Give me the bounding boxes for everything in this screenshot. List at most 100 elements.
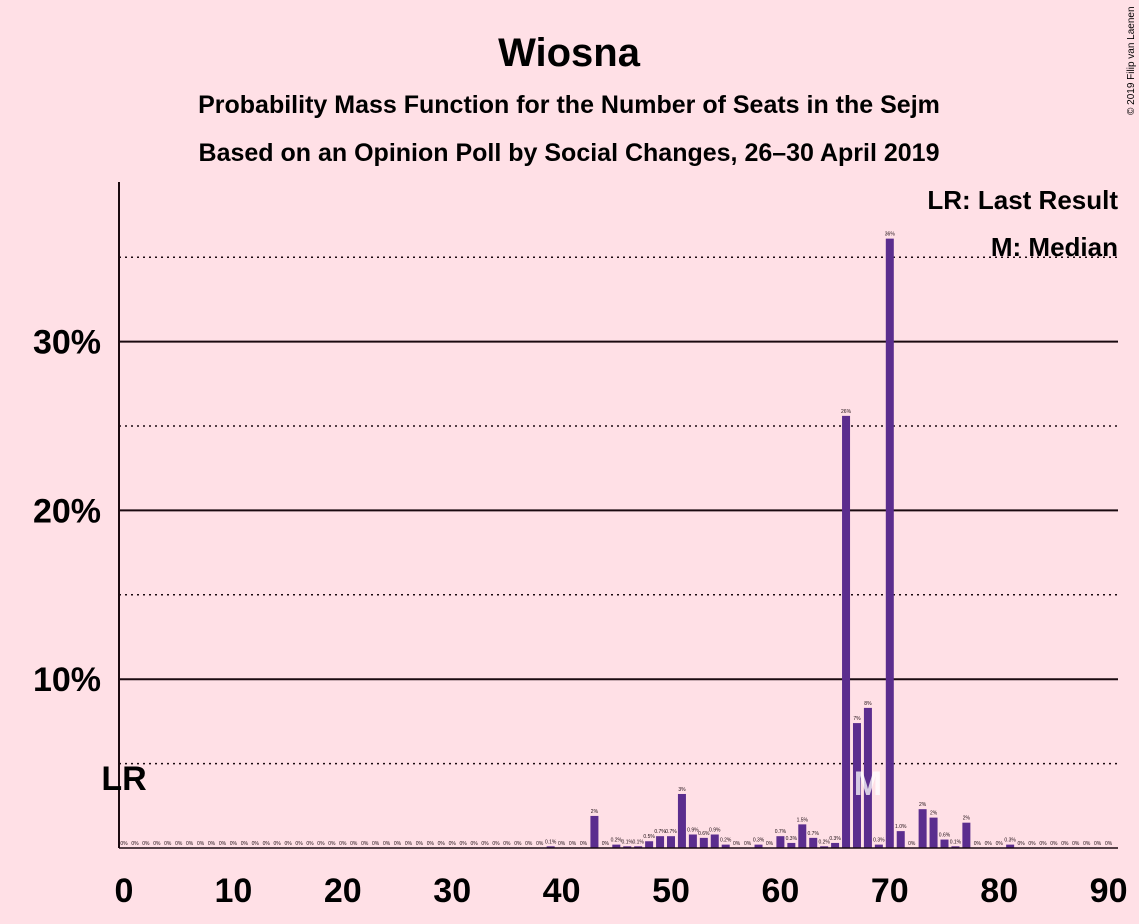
x-tick-label-2: 20 <box>324 872 362 910</box>
bar-seat-81 <box>1006 844 1015 848</box>
x-tick-label-0: 0 <box>115 872 134 910</box>
bar-seat-45 <box>612 844 621 848</box>
bar-label-seat-59: 0% <box>766 841 774 847</box>
bar-label-seat-84: 0% <box>1039 841 1047 847</box>
bar-label-seat-69: 0.3% <box>873 838 885 844</box>
x-tick-label-4: 40 <box>543 872 581 910</box>
x-tick-label-9: 90 <box>1090 872 1128 910</box>
bar-label-seat-36: 0% <box>514 841 522 847</box>
bar-seat-61 <box>787 842 796 848</box>
bar-label-seat-9: 0% <box>219 841 227 847</box>
bar-label-seat-0: 0% <box>120 841 128 847</box>
bar-label-seat-37: 0% <box>525 841 533 847</box>
bar-label-seat-55: 0.2% <box>720 838 732 844</box>
x-tick-label-3: 30 <box>433 872 471 910</box>
bar-seat-70 <box>885 238 894 848</box>
bar-label-seat-51: 3% <box>678 787 686 793</box>
bar-seat-65 <box>831 842 840 848</box>
bar-seat-71 <box>896 831 905 848</box>
bar-seat-50 <box>667 836 675 848</box>
bar-label-seat-57: 0% <box>744 841 752 847</box>
copyright-notice: © 2019 Filip van Laenen <box>1126 6 1137 115</box>
bar-label-seat-32: 0% <box>470 841 478 847</box>
bar-label-seat-75: 0.6% <box>939 833 951 839</box>
bar-label-seat-35: 0% <box>503 841 511 847</box>
bar-seat-53 <box>699 837 708 848</box>
gridlines <box>119 256 1118 765</box>
bar-label-seat-87: 0% <box>1072 841 1080 847</box>
bar-label-seat-71: 1.0% <box>895 824 907 830</box>
bar-seat-69 <box>874 844 883 848</box>
bar-label-seat-68: 8% <box>864 701 872 707</box>
bar-label-seat-23: 0% <box>372 841 380 847</box>
bar-seat-66 <box>842 415 851 848</box>
bar-label-seat-58: 0.3% <box>753 838 765 844</box>
bar-seat-48 <box>645 841 654 848</box>
bar-seat-58 <box>754 844 763 848</box>
bar-label-seat-70: 36% <box>885 232 896 238</box>
bar-label-seat-77: 2% <box>963 816 971 822</box>
bar-seat-54 <box>710 834 719 848</box>
bar-label-seat-76: 0.1% <box>950 839 962 845</box>
bar-data-labels: 0% 0% 0% 0% 0% 0% 0% 0% 0% 0% 0% 0% 0% 0% 0% 0% 0% 0% 0% 0%… <box>120 232 1112 847</box>
chart-subtitle-1: Probability Mass Function for the Number… <box>198 91 940 119</box>
bar-label-seat-85: 0% <box>1050 841 1058 847</box>
bar-label-seat-73: 2% <box>919 802 927 808</box>
bar-label-seat-81: 0.3% <box>1004 838 1016 844</box>
bar-label-seat-90: 0% <box>1105 841 1113 847</box>
bar-label-seat-7: 0% <box>197 841 205 847</box>
bar-label-seat-6: 0% <box>186 841 194 847</box>
bar-label-seat-33: 0% <box>481 841 489 847</box>
bar-seat-74 <box>929 817 938 848</box>
bar-label-seat-83: 0% <box>1028 841 1036 847</box>
bar-label-seat-65: 0.3% <box>829 836 841 842</box>
bar-label-seat-43: 2% <box>591 809 599 815</box>
bar-seat-68 <box>863 707 872 848</box>
bar-label-seat-60: 0.7% <box>775 829 787 835</box>
y-axis-ticks: 10% 20% 30% <box>33 324 101 700</box>
bar-label-seat-19: 0% <box>328 841 336 847</box>
bar-label-seat-26: 0% <box>405 841 413 847</box>
bar-seat-39 <box>546 846 555 848</box>
bar-label-seat-78: 0% <box>974 841 982 847</box>
bar-label-seat-48: 0.5% <box>643 834 655 840</box>
bar-seat-76 <box>951 846 960 848</box>
bar-label-seat-3: 0% <box>153 841 161 847</box>
bar-label-seat-4: 0% <box>164 841 172 847</box>
bar-label-seat-31: 0% <box>460 841 468 847</box>
bar-series <box>546 238 1015 848</box>
bar-label-seat-66: 26% <box>841 409 852 415</box>
x-tick-label-6: 60 <box>761 872 799 910</box>
chart-subtitle-2: Based on an Opinion Poll by Social Chang… <box>199 139 940 167</box>
bar-label-seat-53: 0.6% <box>698 831 710 837</box>
bar-label-seat-62: 1.5% <box>797 817 809 823</box>
bar-seat-77 <box>962 822 971 848</box>
bar-label-seat-86: 0% <box>1061 841 1069 847</box>
x-axis-ticks: 0 10 20 30 40 50 60 70 80 90 <box>115 872 1128 910</box>
bar-seat-49 <box>656 836 665 848</box>
bar-label-seat-79: 0% <box>985 841 993 847</box>
bar-label-seat-12: 0% <box>252 841 260 847</box>
bar-seat-63 <box>809 837 818 848</box>
bar-label-seat-14: 0% <box>274 841 282 847</box>
bar-label-seat-17: 0% <box>306 841 314 847</box>
bar-seat-43 <box>590 815 599 848</box>
bar-seat-51 <box>677 793 686 848</box>
bar-label-seat-28: 0% <box>427 841 435 847</box>
bar-seat-55 <box>721 844 730 848</box>
chart-title: Wiosna <box>498 31 641 75</box>
bar-label-seat-89: 0% <box>1094 841 1102 847</box>
bar-label-seat-13: 0% <box>263 841 271 847</box>
bar-label-seat-82: 0% <box>1017 841 1025 847</box>
bar-label-seat-20: 0% <box>339 841 347 847</box>
bar-label-seat-49: 0.7% <box>654 829 666 835</box>
bar-label-seat-40: 0% <box>558 841 566 847</box>
bar-label-seat-16: 0% <box>295 841 303 847</box>
bar-label-seat-46: 0.1% <box>622 839 634 845</box>
bar-label-seat-24: 0% <box>383 841 391 847</box>
bar-label-seat-56: 0% <box>733 841 741 847</box>
bar-seat-67 <box>852 723 861 848</box>
bar-label-seat-29: 0% <box>438 841 446 847</box>
bar-label-seat-67: 7% <box>853 716 861 722</box>
